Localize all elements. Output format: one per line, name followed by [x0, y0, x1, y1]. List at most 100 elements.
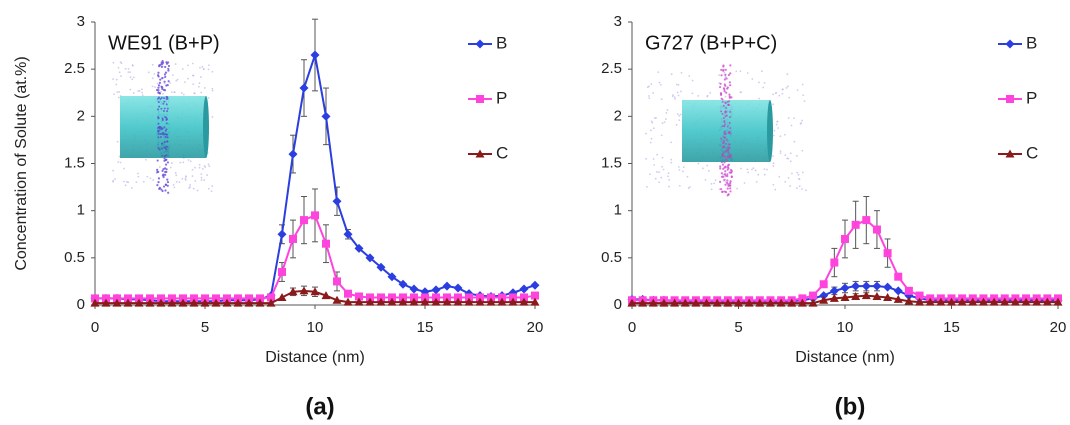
inset-dot: [682, 170, 684, 173]
inset-dot: [137, 175, 140, 178]
marker: [454, 293, 462, 302]
marker: [893, 286, 903, 296]
inset-dot: [777, 127, 780, 129]
inset-dot: [141, 94, 144, 96]
inset-dot: [674, 98, 677, 100]
inset-dot: [778, 94, 781, 97]
inset-dot: [725, 114, 728, 117]
inset-dot: [729, 64, 732, 67]
marker: [861, 291, 871, 300]
marker: [442, 281, 452, 291]
marker: [798, 294, 807, 303]
marker: [321, 111, 331, 121]
legend-marker: [1005, 149, 1015, 158]
inset-dot: [751, 78, 754, 80]
marker: [894, 272, 903, 281]
inset-dot: [787, 157, 790, 160]
marker: [883, 249, 892, 258]
legend-label: B: [496, 33, 507, 52]
inset-dot: [162, 109, 165, 112]
inset-dot: [157, 97, 160, 100]
inset-dot: [174, 172, 177, 174]
inset-dot: [722, 64, 725, 67]
inset-dot: [736, 187, 738, 190]
inset-dot: [730, 175, 733, 179]
marker: [443, 293, 451, 302]
marker: [659, 298, 669, 307]
marker: [354, 243, 364, 253]
inset-dot: [187, 64, 189, 67]
marker: [256, 294, 264, 303]
inset-dot: [116, 91, 119, 94]
inset-dot: [160, 96, 163, 99]
inset-dot: [725, 138, 728, 141]
marker: [498, 293, 506, 302]
inset-dot: [657, 71, 660, 74]
inset-dot: [117, 96, 120, 99]
inset-dot: [129, 71, 131, 74]
marker: [365, 253, 375, 263]
inset-dot: [207, 187, 210, 190]
inset-dot: [728, 93, 731, 96]
inset-dot: [157, 108, 160, 111]
inset-dot: [666, 109, 669, 111]
marker: [1010, 297, 1020, 306]
inset-dot: [719, 92, 723, 95]
inset-dot: [165, 148, 168, 151]
inset-dot: [793, 117, 795, 120]
inset-dot: [145, 158, 147, 161]
inset-dot: [723, 90, 726, 93]
inset-dot: [202, 67, 205, 70]
marker: [442, 297, 452, 306]
marker: [893, 294, 903, 303]
inset-dot: [774, 188, 777, 191]
inset-dot: [727, 156, 730, 159]
inset-dot: [189, 184, 192, 186]
inset-dot: [200, 176, 203, 179]
inset-dot: [726, 175, 729, 178]
inset-dot: [114, 178, 116, 180]
inset-dot: [197, 85, 200, 88]
marker: [101, 298, 111, 307]
y-tick-label: 1: [77, 202, 85, 219]
inset-dot: [649, 141, 652, 144]
inset-dot: [697, 162, 700, 165]
inset-dot: [728, 115, 731, 118]
marker: [123, 298, 133, 307]
inset-dot: [211, 87, 214, 90]
inset-dot: [198, 166, 201, 169]
marker: [157, 294, 165, 303]
inset-dot: [726, 173, 729, 176]
inset-dot: [646, 86, 649, 89]
inset-dot: [729, 110, 732, 113]
marker: [212, 294, 220, 303]
inset-dot: [673, 96, 676, 99]
marker: [925, 297, 935, 306]
inset-dot: [124, 184, 127, 187]
inset-dot: [719, 165, 722, 168]
inset-dot: [772, 103, 775, 106]
inset-dot: [157, 146, 160, 149]
marker: [190, 294, 198, 303]
inset-dot: [763, 173, 766, 176]
marker: [167, 298, 177, 307]
inset-dot: [726, 149, 729, 152]
marker: [765, 298, 775, 307]
inset-dot: [160, 61, 163, 64]
inset-dot: [797, 173, 800, 176]
inset-dot: [153, 72, 156, 75]
marker: [234, 294, 242, 303]
inset-dot: [718, 188, 721, 191]
inset-dot: [157, 84, 161, 87]
marker: [343, 229, 353, 239]
marker: [862, 216, 871, 225]
inset-dot: [159, 136, 162, 139]
inset-dot: [781, 88, 784, 91]
inset-dot: [164, 71, 168, 74]
inset-dot: [152, 179, 155, 181]
inset-dot: [151, 85, 154, 88]
marker: [124, 294, 132, 303]
inset-dot: [130, 187, 133, 189]
inset-dot: [211, 185, 214, 187]
inset-dot: [207, 97, 210, 99]
